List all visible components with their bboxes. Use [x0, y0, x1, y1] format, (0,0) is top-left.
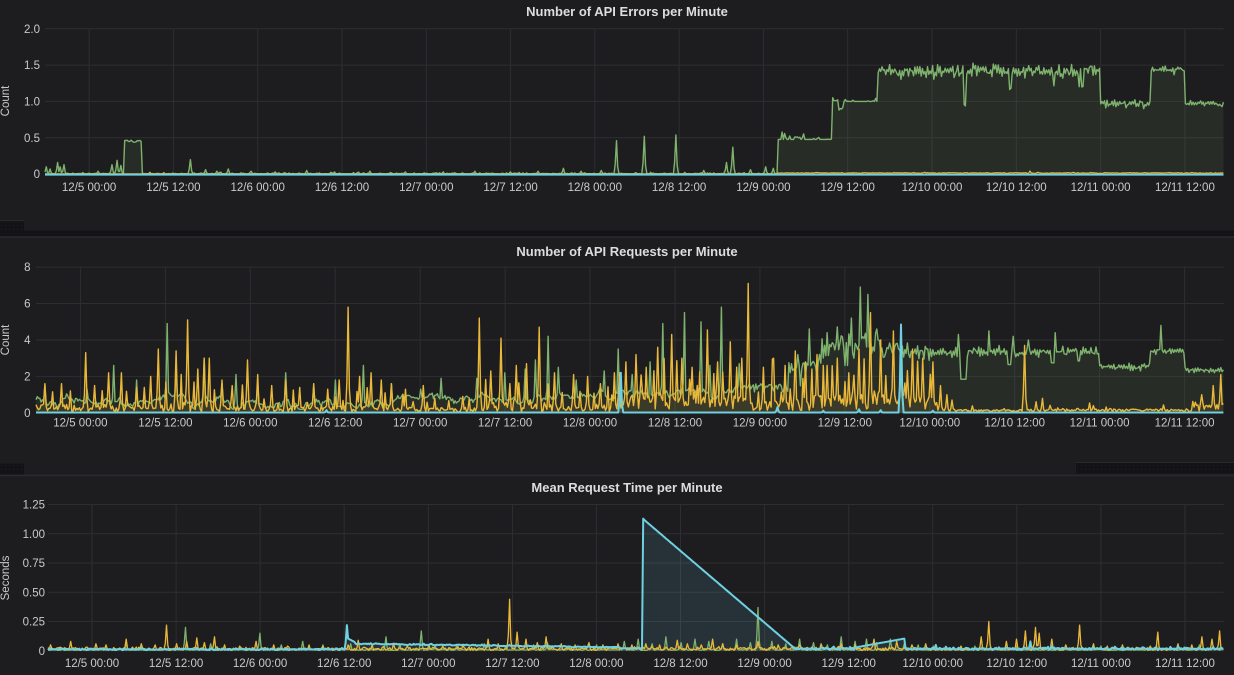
svg-text:Count: Count	[0, 324, 12, 355]
svg-text:1.00: 1.00	[23, 529, 45, 541]
svg-text:12/9 12:00: 12/9 12:00	[822, 658, 876, 670]
svg-text:12/8 12:00: 12/8 12:00	[648, 418, 702, 430]
svg-text:12/6 00:00: 12/6 00:00	[223, 418, 277, 430]
svg-text:1.5: 1.5	[24, 60, 40, 72]
svg-text:0.75: 0.75	[23, 558, 45, 570]
svg-text:12/7 00:00: 12/7 00:00	[399, 182, 453, 194]
svg-text:2.0: 2.0	[24, 24, 40, 36]
svg-text:12/10 12:00: 12/10 12:00	[986, 182, 1047, 194]
svg-text:12/9 12:00: 12/9 12:00	[821, 182, 875, 194]
svg-text:12/8 00:00: 12/8 00:00	[568, 182, 622, 194]
svg-text:12/9 00:00: 12/9 00:00	[733, 418, 787, 430]
svg-text:12/7 12:00: 12/7 12:00	[485, 658, 539, 670]
svg-text:12/11 12:00: 12/11 12:00	[1155, 418, 1215, 430]
svg-text:0: 0	[24, 408, 30, 420]
svg-text:12/7 12:00: 12/7 12:00	[478, 418, 532, 430]
svg-text:2: 2	[24, 371, 30, 383]
svg-text:12/7 00:00: 12/7 00:00	[401, 658, 455, 670]
svg-text:1.25: 1.25	[23, 500, 45, 512]
svg-text:12/6 12:00: 12/6 12:00	[315, 182, 369, 194]
svg-text:12/6 00:00: 12/6 00:00	[233, 658, 287, 670]
svg-text:12/8 12:00: 12/8 12:00	[653, 658, 707, 670]
svg-text:0: 0	[39, 646, 45, 658]
svg-text:12/11 00:00: 12/11 00:00	[1071, 182, 1131, 194]
svg-text:12/10 12:00: 12/10 12:00	[986, 658, 1047, 670]
svg-text:12/6 12:00: 12/6 12:00	[308, 418, 362, 430]
svg-text:12/10 00:00: 12/10 00:00	[902, 658, 963, 670]
svg-text:12/5 00:00: 12/5 00:00	[53, 418, 107, 430]
svg-text:8: 8	[24, 262, 30, 274]
svg-text:12/11 12:00: 12/11 12:00	[1155, 658, 1215, 670]
svg-text:0.5: 0.5	[24, 133, 40, 145]
svg-text:12/11 00:00: 12/11 00:00	[1070, 418, 1130, 430]
svg-text:1.0: 1.0	[24, 96, 40, 108]
svg-text:12/7 12:00: 12/7 12:00	[483, 182, 537, 194]
svg-text:12/10 00:00: 12/10 00:00	[902, 182, 963, 194]
svg-text:12/11 00:00: 12/11 00:00	[1071, 658, 1131, 670]
svg-text:12/8 00:00: 12/8 00:00	[569, 658, 623, 670]
svg-text:12/9 00:00: 12/9 00:00	[737, 658, 791, 670]
svg-text:12/5 00:00: 12/5 00:00	[65, 658, 119, 670]
svg-text:12/6 00:00: 12/6 00:00	[231, 182, 285, 194]
svg-text:Number of API Requests per Min: Number of API Requests per Minute	[516, 244, 737, 259]
svg-text:12/5 00:00: 12/5 00:00	[62, 182, 116, 194]
svg-text:6: 6	[24, 299, 30, 311]
svg-text:12/5 12:00: 12/5 12:00	[146, 182, 200, 194]
svg-text:12/9 12:00: 12/9 12:00	[818, 418, 872, 430]
svg-text:12/5 12:00: 12/5 12:00	[149, 658, 203, 670]
svg-text:0.50: 0.50	[23, 587, 45, 599]
svg-text:12/8 12:00: 12/8 12:00	[652, 182, 706, 194]
svg-text:Number of API Errors per Minut: Number of API Errors per Minute	[526, 4, 728, 19]
svg-text:12/10 00:00: 12/10 00:00	[899, 418, 960, 430]
svg-text:Count: Count	[0, 85, 12, 116]
svg-text:0.25: 0.25	[23, 617, 45, 629]
svg-text:Seconds: Seconds	[0, 555, 12, 600]
svg-text:12/8 00:00: 12/8 00:00	[563, 418, 617, 430]
svg-text:12/10 12:00: 12/10 12:00	[984, 418, 1045, 430]
svg-text:12/7 00:00: 12/7 00:00	[393, 418, 447, 430]
svg-text:12/6 12:00: 12/6 12:00	[317, 658, 371, 670]
svg-text:Mean Request Time per Minute: Mean Request Time per Minute	[531, 480, 722, 495]
svg-text:4: 4	[24, 335, 31, 347]
svg-text:0: 0	[34, 169, 40, 181]
svg-text:12/9 00:00: 12/9 00:00	[736, 182, 790, 194]
svg-text:12/5 12:00: 12/5 12:00	[138, 418, 192, 430]
svg-text:12/11 12:00: 12/11 12:00	[1155, 182, 1215, 194]
